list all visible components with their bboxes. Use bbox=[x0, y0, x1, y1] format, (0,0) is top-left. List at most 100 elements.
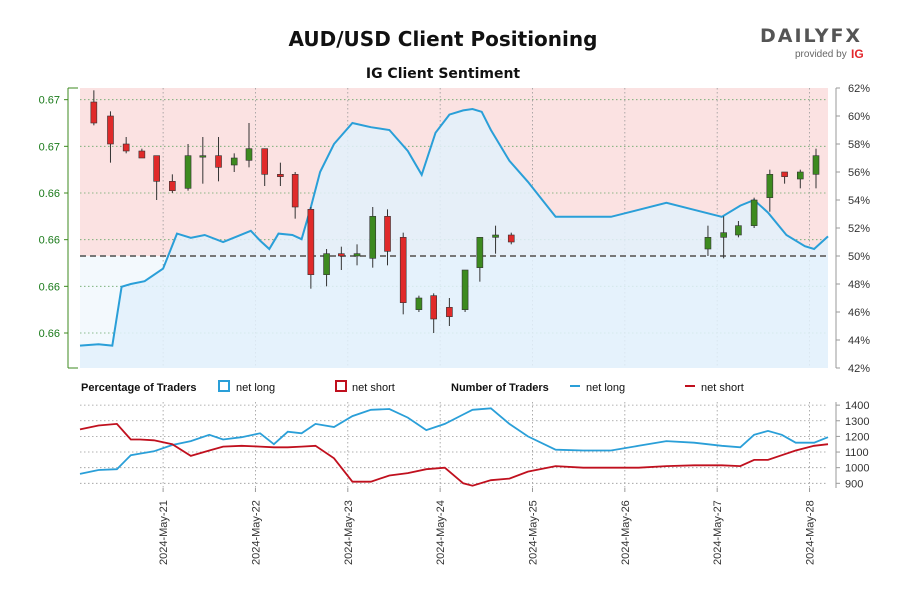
price-tick-label: 0.67 bbox=[39, 141, 60, 153]
price-tick-label: 0.66 bbox=[39, 281, 60, 293]
candle-down bbox=[781, 171, 788, 184]
percent-tick-label: 48% bbox=[848, 279, 870, 291]
candle-down bbox=[384, 209, 391, 266]
candle-down bbox=[90, 90, 98, 126]
candle-body bbox=[430, 295, 437, 320]
candle-body bbox=[399, 237, 407, 303]
candle-up bbox=[476, 237, 484, 282]
percent-tick-label: 44% bbox=[848, 335, 870, 347]
candle-body bbox=[90, 101, 98, 124]
candle-body bbox=[184, 155, 192, 189]
legend-num-long-label: net long bbox=[586, 382, 625, 394]
net-long-percent-area bbox=[80, 109, 828, 368]
candle-body bbox=[476, 237, 484, 268]
candle-body bbox=[169, 181, 176, 191]
candle-body bbox=[796, 171, 804, 180]
candle-up bbox=[230, 153, 238, 172]
date-tick-label: 2024-May-26 bbox=[620, 500, 632, 565]
candle-up bbox=[245, 123, 253, 168]
candlesticks bbox=[90, 90, 820, 333]
candle-body bbox=[307, 209, 315, 275]
candle-up bbox=[184, 144, 192, 191]
percent-tick-label: 58% bbox=[848, 139, 870, 151]
candle-body bbox=[812, 155, 820, 175]
candle-body bbox=[138, 150, 146, 159]
candle-down bbox=[338, 246, 345, 270]
chart-subtitle: IG Client Sentiment bbox=[366, 66, 521, 82]
legend-num-short-label: net short bbox=[701, 382, 744, 394]
date-tick-label: 2024-May-27 bbox=[712, 500, 724, 565]
pct-net-short-line bbox=[79, 422, 829, 487]
brand-logo: DAILYFX provided by IG bbox=[760, 25, 864, 61]
candle-down bbox=[169, 174, 176, 193]
candle-body bbox=[277, 174, 284, 177]
legend-number-heading: Number of Traders bbox=[451, 382, 549, 394]
percent-tick-label: 54% bbox=[848, 195, 870, 207]
candle-up bbox=[323, 249, 330, 287]
candle-down bbox=[291, 172, 299, 219]
candle-body bbox=[122, 143, 130, 152]
date-tick-label: 2024-May-23 bbox=[343, 500, 355, 565]
candle-body bbox=[291, 174, 299, 208]
brand-partner: IG bbox=[851, 47, 864, 61]
brand-provided-by: provided by bbox=[795, 49, 847, 60]
candle-body bbox=[446, 307, 453, 317]
date-tick-label: 2024-May-25 bbox=[527, 500, 539, 565]
traders-tick-label: 1000 bbox=[845, 463, 869, 475]
candle-body bbox=[323, 253, 330, 275]
legend: Percentage of Traders net long net short… bbox=[81, 380, 744, 394]
price-axis: 0.66 0.66 0.66 0.66 0.67 0.67 bbox=[39, 87, 78, 369]
percent-tick-label: 46% bbox=[848, 307, 870, 319]
date-tick-label: 2024-May-21 bbox=[158, 500, 170, 565]
candle-up bbox=[369, 207, 377, 268]
traders-tick-label: 1100 bbox=[845, 447, 869, 459]
candle-up bbox=[812, 148, 820, 189]
date-tick-label: 2024-May-28 bbox=[805, 500, 817, 565]
candle-body bbox=[750, 199, 758, 226]
candle-body bbox=[338, 253, 345, 257]
traders-tick-label: 1400 bbox=[845, 400, 869, 412]
candle-body bbox=[215, 155, 222, 168]
candle-body bbox=[261, 148, 268, 175]
candle-body bbox=[384, 216, 391, 252]
candle-down bbox=[446, 298, 453, 326]
percent-tick-label: 62% bbox=[848, 83, 870, 95]
legend-pct-long-label: net long bbox=[236, 382, 275, 394]
price-tick-label: 0.67 bbox=[39, 95, 60, 107]
candle-body bbox=[766, 174, 774, 198]
candle-body bbox=[199, 155, 207, 158]
candle-down bbox=[307, 207, 315, 289]
price-tick-label: 0.66 bbox=[39, 188, 60, 200]
chart-title: AUD/USD Client Positioning bbox=[289, 27, 598, 51]
candle-body bbox=[492, 234, 499, 238]
legend-percentage-heading: Percentage of Traders bbox=[81, 382, 197, 394]
price-panel: 0.66 0.66 0.66 0.66 0.67 0.67 42% 44% 46% 48% 50%… bbox=[39, 83, 871, 375]
candle-up bbox=[735, 221, 742, 238]
legend-pct-short-label: net short bbox=[352, 382, 395, 394]
candle-down bbox=[430, 293, 437, 333]
net-long-percent-line bbox=[79, 107, 829, 347]
percent-tick-label: 42% bbox=[848, 363, 870, 375]
candle-up bbox=[199, 137, 207, 184]
candle-body bbox=[353, 253, 361, 257]
legend-pct-short-swatch bbox=[335, 380, 347, 392]
percent-axis: 42% 44% 46% 48% 50% 52% 54% 56% 58% 60% 62% bbox=[835, 83, 870, 375]
candle-down bbox=[215, 137, 222, 182]
candle-body bbox=[245, 148, 253, 161]
price-tick-label: 0.66 bbox=[39, 235, 60, 247]
candle-up bbox=[461, 269, 469, 312]
candle-body bbox=[153, 155, 160, 182]
price-tick-label: 0.66 bbox=[39, 328, 60, 340]
candle-up bbox=[704, 225, 712, 256]
date-axis: 2024-May-21 2024-May-22 2024-May-23 2024-Ma… bbox=[158, 488, 817, 565]
pct-net-long-line bbox=[79, 407, 829, 475]
candle-up bbox=[415, 295, 423, 312]
percent-tick-label: 50% bbox=[848, 251, 870, 263]
legend-pct-long-swatch bbox=[218, 380, 230, 392]
candle-up bbox=[750, 197, 758, 228]
traders-axis: 900 1000 1100 1200 1300 1400 bbox=[835, 400, 869, 490]
candle-body bbox=[781, 171, 788, 177]
traders-panel: 900 1000 1100 1200 1300 1400 bbox=[79, 400, 869, 490]
percent-tick-label: 56% bbox=[848, 167, 870, 179]
candle-body bbox=[704, 237, 712, 250]
